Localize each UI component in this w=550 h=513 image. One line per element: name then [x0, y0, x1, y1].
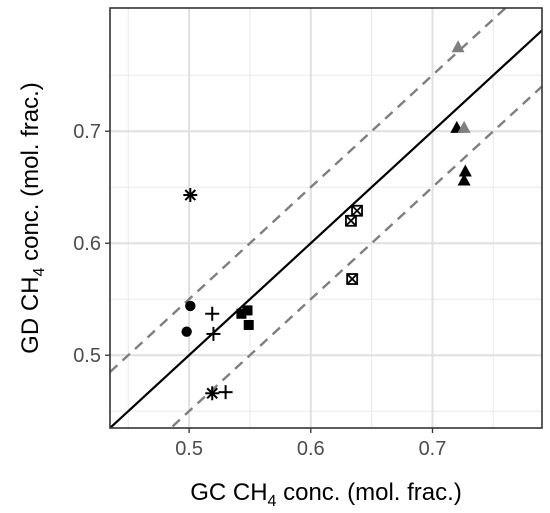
- y-axis-ticks: 0.5 0.6 0.7: [73, 121, 110, 367]
- y-tick-label: 0.5: [73, 345, 101, 367]
- y-tick-label: 0.7: [73, 121, 101, 143]
- square-point: [243, 319, 254, 330]
- boxed-x-box: [345, 214, 357, 227]
- x-tick-label: 0.7: [419, 438, 447, 460]
- x-tick-label: 0.5: [175, 438, 203, 460]
- y-tick-label: 0.6: [73, 233, 101, 255]
- boxed-x-d2: [345, 215, 357, 227]
- boxed-x-box: [346, 273, 359, 285]
- data-points: [181, 40, 472, 401]
- reference-lines: [110, 8, 542, 428]
- asterisk-d2: [206, 387, 218, 400]
- boxed-x-point: [351, 204, 363, 217]
- plot-panel: [110, 8, 542, 428]
- major-gridlines: [110, 8, 542, 428]
- square-marker: [243, 319, 254, 330]
- boxed-x-d2: [346, 273, 358, 285]
- boxed-x-d2: [351, 205, 363, 217]
- circle-point: [185, 300, 196, 312]
- asterisk-point: [183, 188, 198, 203]
- boxed-x-point: [345, 214, 357, 227]
- x-axis-title: GC CH4 conc. (mol. frac.): [190, 479, 462, 510]
- triangle-point: [457, 120, 471, 133]
- plus-point: [206, 326, 221, 341]
- x-tick-label: 0.6: [297, 438, 325, 460]
- dashed-bound-line: [169, 85, 542, 428]
- square-marker: [236, 308, 247, 319]
- minor-gridlines: [110, 8, 542, 428]
- circle-point: [181, 326, 192, 337]
- identity-line: [110, 29, 542, 428]
- plus-point: [218, 385, 233, 400]
- triangle-point: [457, 173, 471, 186]
- triangle-marker: [458, 164, 472, 177]
- asterisk-point: [205, 386, 220, 401]
- triangle-marker: [451, 40, 465, 53]
- triangle-marker: [457, 120, 471, 133]
- circle-marker: [185, 300, 196, 312]
- triangle-marker: [457, 173, 471, 186]
- dashed-bound-line: [110, 8, 508, 373]
- x-axis-ticks: 0.5 0.6 0.7: [175, 428, 446, 460]
- boxed-x-point: [346, 273, 359, 285]
- y-axis-title: GD CH4 conc. (mol. frac.): [17, 82, 48, 354]
- plot-border: [109, 7, 543, 429]
- boxed-x-box: [351, 204, 363, 217]
- square-marker: [242, 305, 253, 316]
- triangle-point: [458, 164, 472, 177]
- square-point: [242, 305, 253, 316]
- circle-marker: [181, 326, 192, 337]
- triangle-point: [451, 40, 465, 53]
- asterisk-d2: [184, 189, 197, 201]
- plus-point: [205, 306, 220, 321]
- square-point: [236, 308, 247, 319]
